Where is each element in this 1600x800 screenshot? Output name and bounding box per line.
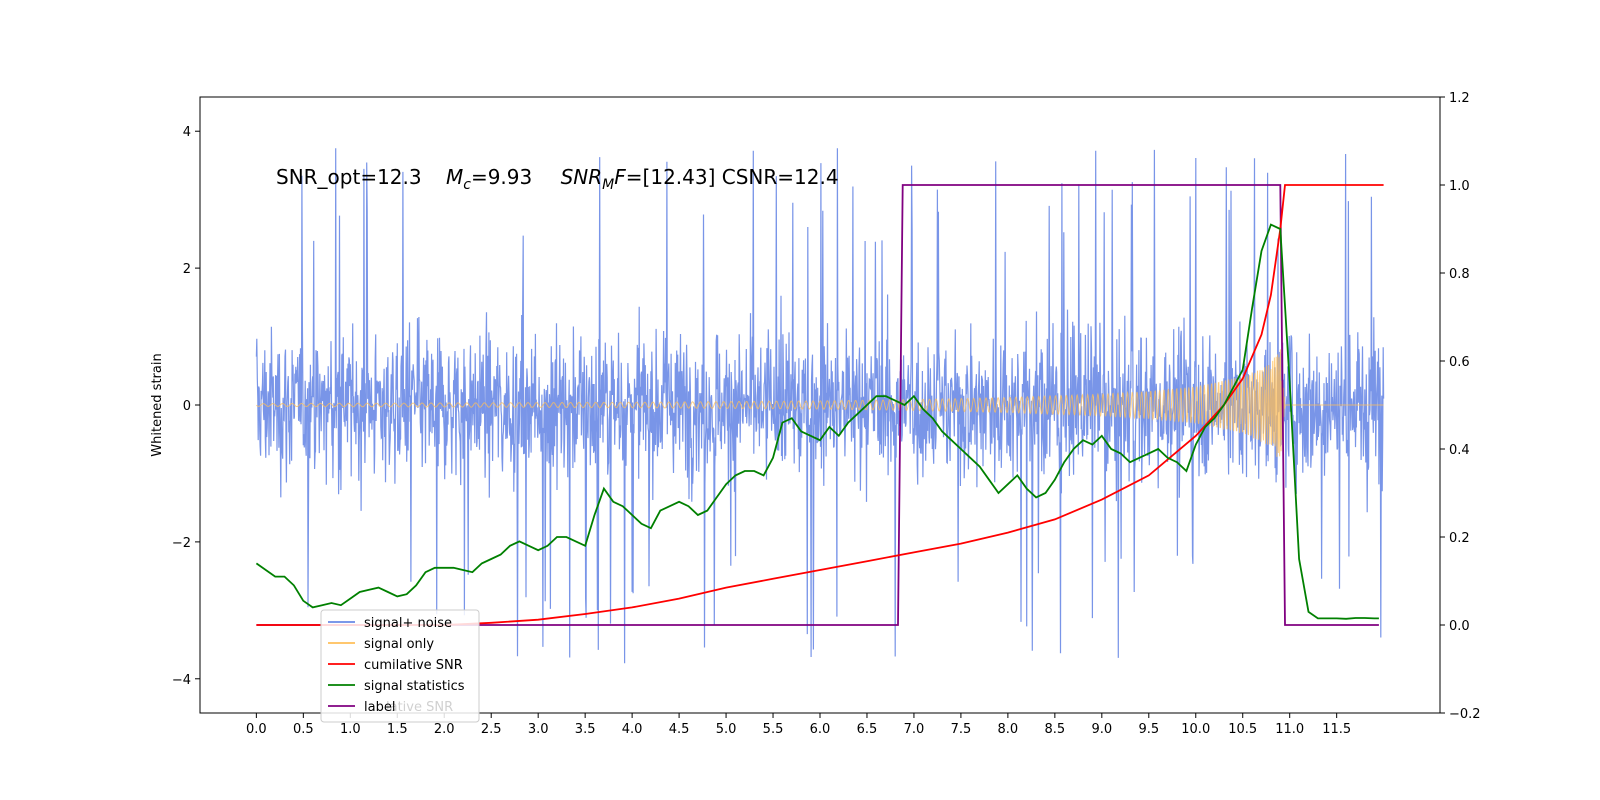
x-tick-label: 3.0 xyxy=(528,722,549,737)
y2-tick-label: 0.6 xyxy=(1449,355,1470,370)
y-tick-label: 4 xyxy=(183,125,191,140)
y2-tick-label: 0.4 xyxy=(1449,443,1470,458)
noise-line xyxy=(255,148,1385,664)
y2-tick-label: 0.0 xyxy=(1449,619,1470,634)
x-tick-label: 10.5 xyxy=(1228,722,1257,737)
x-tick-label: 2.0 xyxy=(434,722,455,737)
annotation-mc-value: =9.93 xyxy=(471,165,532,189)
y-tick-label: −4 xyxy=(172,673,191,688)
x-tick-label: 1.5 xyxy=(387,722,408,737)
legend-box xyxy=(320,609,480,723)
y2-tick-label: 0.8 xyxy=(1449,267,1470,282)
annotation-text: SNR_opt=12.3 Mc=9.93 SNRMF=[12.43] CSNR=… xyxy=(276,165,839,193)
x-tick-label: 9.5 xyxy=(1138,722,1159,737)
signal-statistics-line xyxy=(255,223,1379,620)
annotation-mc-sub: c xyxy=(463,177,471,193)
legend-label: signal only xyxy=(364,637,434,652)
annotation-snr-opt: SNR_opt=12.3 xyxy=(276,165,422,189)
x-tick-label: 1.0 xyxy=(340,722,361,737)
noise-series xyxy=(255,148,1385,664)
y-tick-label: 2 xyxy=(183,262,191,277)
y2-tick-label: 1.2 xyxy=(1449,91,1470,106)
y-tick-label: 0 xyxy=(183,399,191,414)
legend-label: signal statistics xyxy=(364,679,465,694)
x-tick-label: 6.0 xyxy=(810,722,831,737)
x-tick-label: 11.0 xyxy=(1275,722,1304,737)
cumulative-snr-line xyxy=(256,184,1384,626)
annotation-snrmf-sub: M xyxy=(602,177,614,193)
x-tick-label: 3.5 xyxy=(575,722,596,737)
x-tick-label: 7.0 xyxy=(904,722,925,737)
y-tick-label: −2 xyxy=(172,536,191,551)
annotation-snrmf-value: =[12.43] CSNR=12.4 xyxy=(626,165,839,189)
y-axis-ticks: 4 2 0 −2 −4 xyxy=(172,125,200,688)
signal-only-line xyxy=(256,349,1384,457)
legend-label: label xyxy=(364,700,395,715)
y2-axis-ticks: 1.2 1.0 0.8 0.6 0.4 0.2 0.0 −0.2 xyxy=(1440,91,1481,722)
signal-only-series xyxy=(256,349,1384,457)
x-tick-label: 0.5 xyxy=(293,722,314,737)
x-tick-label: 10.0 xyxy=(1181,722,1210,737)
y-axis-label: Whitened strain xyxy=(150,353,165,456)
x-tick-label: 5.5 xyxy=(763,722,784,737)
x-tick-label: 2.5 xyxy=(481,722,502,737)
annotation-snrmf-symbol: SNR xyxy=(561,165,603,189)
x-tick-label: 7.5 xyxy=(951,722,972,737)
x-tick-label: 4.0 xyxy=(622,722,643,737)
x-tick-label: 4.5 xyxy=(669,722,690,737)
x-tick-label: 11.5 xyxy=(1322,722,1351,737)
legend-ghost-text: lative SNR xyxy=(386,700,453,715)
x-axis-ticks: 0.0 0.5 1.0 1.5 2.0 2.5 3.0 3.5 4.0 4.5 5.0 5.5 6.0 6… xyxy=(246,713,1351,737)
x-tick-label: 0.0 xyxy=(246,722,267,737)
y2-tick-label: −0.2 xyxy=(1449,707,1481,722)
x-tick-label: 5.0 xyxy=(716,722,737,737)
annotation-mc-symbol: M xyxy=(446,165,463,189)
label-line xyxy=(256,184,1379,626)
annotation-snrmf-symbol2: F xyxy=(614,165,626,189)
y2-tick-label: 1.0 xyxy=(1449,179,1470,194)
legend-label: signal+ noise xyxy=(364,616,452,631)
x-tick-label: 8.0 xyxy=(998,722,1019,737)
x-tick-label: 8.5 xyxy=(1045,722,1066,737)
y2-tick-label: 0.2 xyxy=(1449,531,1470,546)
right-axis-series xyxy=(255,184,1384,626)
legend: lative SNR signal+ noise signal only cumil… xyxy=(320,609,480,723)
x-tick-label: 9.0 xyxy=(1091,722,1112,737)
x-tick-label: 6.5 xyxy=(857,722,878,737)
legend-label: cumilative SNR xyxy=(364,658,463,673)
